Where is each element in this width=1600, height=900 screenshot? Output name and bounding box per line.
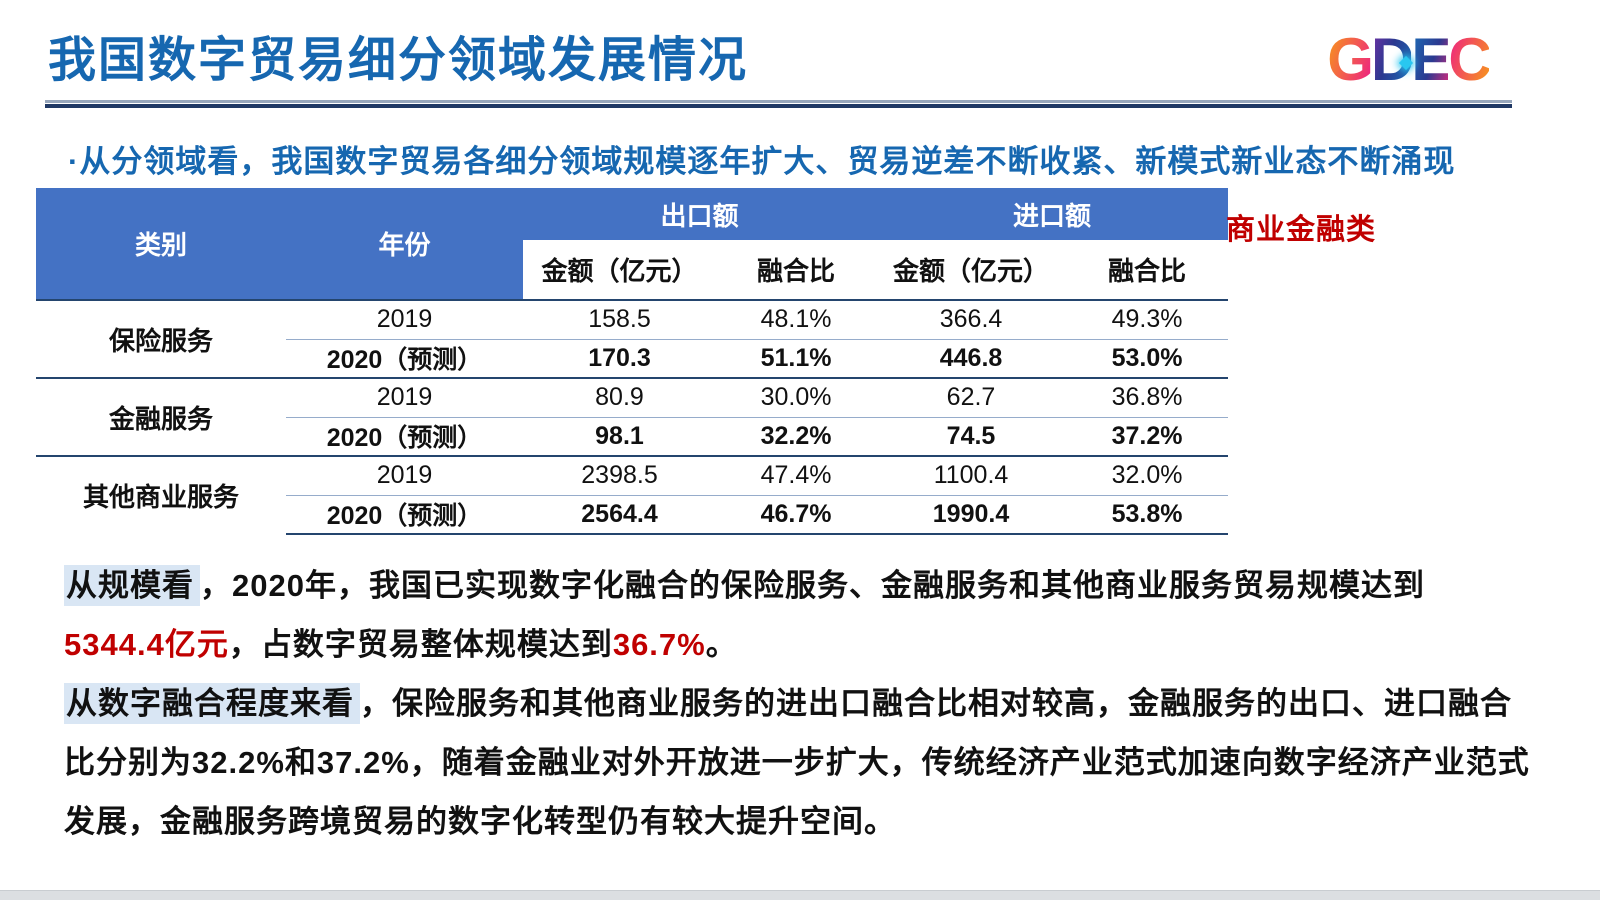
export-amount-cell: 2564.4	[523, 494, 716, 535]
summary-bullet: ·从分领域看，我国数字贸易各细分领域规模逐年扩大、贸易逆差不断收紧、新模式新业态…	[68, 144, 1456, 179]
divider-light-line	[45, 100, 1512, 103]
export-amount-cell: 2398.5	[523, 455, 716, 495]
year-cell: 2020（预测）	[286, 416, 523, 456]
import-amount-cell: 62.7	[876, 377, 1067, 417]
import-amount-cell: 446.8	[876, 338, 1067, 378]
paragraph-scale: 从规模看 ，2020年，我国已实现数字化融合的保险服务、金融服务和其他商业服务贸易…	[64, 556, 1538, 674]
title-divider	[45, 100, 1512, 108]
table-row: 2020（预测） 170.3 51.1% 446.8 53.0%	[36, 338, 1229, 378]
year-cell: 2019	[286, 377, 523, 417]
header-year: 年份	[286, 188, 523, 300]
highlight-fusion: 从数字融合程度来看	[64, 683, 360, 724]
export-ratio-cell: 48.1%	[716, 299, 877, 339]
category-side-label: 商业金融类	[1226, 214, 1377, 246]
export-ratio-cell: 47.4%	[716, 455, 877, 495]
export-ratio-cell: 32.2%	[716, 416, 877, 456]
table-row: 2020（预测） 2564.4 46.7% 1990.4 53.8%	[36, 494, 1229, 535]
text-segment: ，占数字贸易整体规模达到	[228, 627, 613, 662]
category-cell: 金融服务	[36, 377, 286, 456]
import-ratio-cell: 36.8%	[1066, 377, 1229, 417]
paragraph-fusion: 从数字融合程度来看 ，保险服务和其他商业服务的进出口融合比相对较高，金融服务的出口…	[64, 674, 1538, 851]
analysis-text: 从规模看 ，2020年，我国已实现数字化融合的保险服务、金融服务和其他商业服务贸易…	[64, 556, 1538, 851]
header-export-group: 出口额	[523, 188, 877, 240]
highlight-scale: 从规模看	[64, 565, 200, 606]
export-amount-cell: 170.3	[523, 338, 716, 378]
red-value-share: 36.7%	[612, 627, 706, 662]
logo-letter-g: G	[1327, 22, 1374, 98]
header-export-amount: 金额（亿元）	[523, 240, 716, 301]
import-amount-cell: 1100.4	[876, 455, 1067, 495]
header-export-ratio: 融合比	[716, 240, 877, 301]
gdec-logo: GDEC	[1298, 22, 1518, 98]
export-ratio-cell: 30.0%	[716, 377, 877, 417]
table-row: 金融服务 2019 80.9 30.0% 62.7 36.8%	[36, 377, 1229, 456]
import-ratio-cell: 37.2%	[1066, 416, 1229, 456]
header-import-group: 进口额	[876, 188, 1229, 240]
year-cell: 2019	[286, 455, 523, 495]
page-title: 我国数字贸易细分领域发展情况	[48, 34, 749, 87]
divider-dark-line	[45, 104, 1512, 108]
import-ratio-cell: 53.8%	[1066, 494, 1229, 535]
text-segment: 。	[705, 627, 738, 662]
table-row: 2020（预测） 98.1 32.2% 74.5 37.2%	[36, 416, 1229, 456]
import-amount-cell: 1990.4	[876, 494, 1067, 535]
text-segment: ，2020年，我国已实现数字化融合的保险服务、金融服务和其他商业服务贸易规模达到	[200, 568, 1425, 603]
import-ratio-cell: 49.3%	[1066, 299, 1229, 339]
header-category: 类别	[36, 188, 286, 300]
import-ratio-cell: 32.0%	[1066, 455, 1229, 495]
export-amount-cell: 80.9	[523, 377, 716, 417]
export-amount-cell: 158.5	[523, 299, 716, 339]
year-cell: 2020（预测）	[286, 338, 523, 378]
year-cell: 2020（预测）	[286, 494, 523, 535]
header-import-amount: 金额（亿元）	[876, 240, 1067, 301]
table-row: 保险服务 2019 158.5 48.1% 366.4 49.3%	[36, 299, 1229, 378]
category-cell: 其他商业服务	[36, 455, 286, 534]
import-amount-cell: 74.5	[876, 416, 1067, 456]
export-ratio-cell: 51.1%	[716, 338, 877, 378]
logo-letter-e: E	[1411, 22, 1451, 98]
import-ratio-cell: 53.0%	[1066, 338, 1229, 378]
export-amount-cell: 98.1	[523, 416, 716, 456]
red-value-total: 5344.4亿元	[64, 627, 229, 662]
header-import-ratio: 融合比	[1066, 240, 1229, 301]
year-cell: 2019	[286, 299, 523, 339]
logo-letter-c: C	[1448, 22, 1491, 98]
bottom-edge-bar	[0, 890, 1600, 900]
export-ratio-cell: 46.7%	[716, 494, 877, 535]
table-row: 其他商业服务 2019 2398.5 47.4% 1100.4 32.0%	[36, 455, 1229, 534]
import-amount-cell: 366.4	[876, 299, 1067, 339]
trade-data-table: 类别 年份 出口额 进口额 金额（亿元） 融合比 金额（亿元） 融合比 保险服务…	[36, 188, 1229, 535]
text-segment: ，保险服务和其他商业服务的进出口融合比相对较高，金融服务的出口、进口融合比分别为…	[64, 686, 1530, 839]
category-cell: 保险服务	[36, 299, 286, 378]
